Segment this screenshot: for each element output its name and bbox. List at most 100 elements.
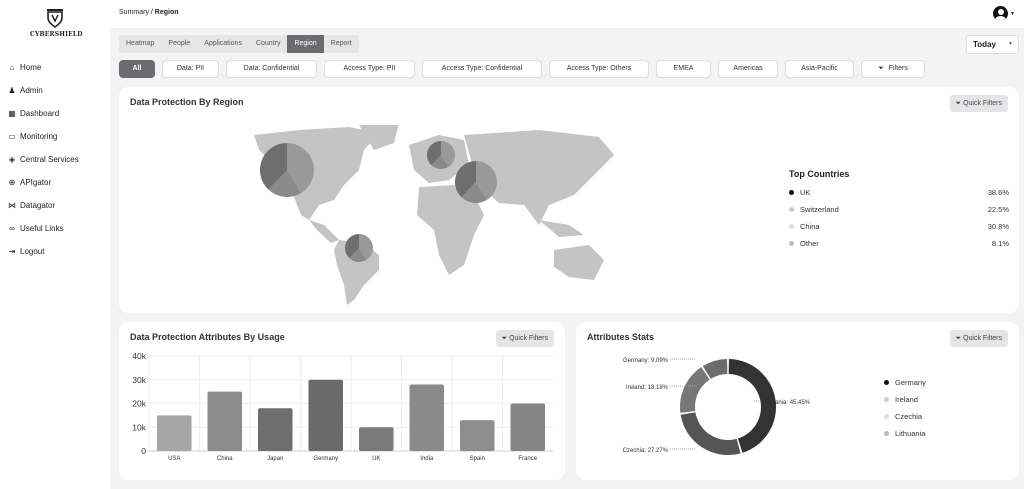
monitor-icon: ▭	[8, 132, 16, 141]
filter-chip[interactable]: ⏷ Filters	[861, 60, 925, 78]
sidebar-item-home[interactable]: ⌂ Home	[7, 56, 79, 79]
sidebar-item-dashboard[interactable]: ▦ Dashboard	[7, 102, 79, 125]
legend-dot	[884, 397, 889, 402]
sidebar: CYBERSHIELD ⌂ Home ♟ Admin ▦ Dashboard ▭ Monito…	[0, 0, 110, 489]
africa	[417, 185, 484, 275]
donut-data-label: Lithuania: 45.45%	[762, 400, 811, 406]
caret-down-icon[interactable]: ▼	[1010, 11, 1015, 17]
logo[interactable]: CYBERSHIELD	[30, 8, 83, 38]
x-tick-label: China	[217, 456, 233, 462]
bar-spain[interactable]	[460, 420, 495, 451]
legend-item[interactable]: Germany	[884, 374, 926, 391]
sidebar-item-apigator[interactable]: ⊕ APIgator	[7, 171, 79, 194]
region-pie-marker[interactable]	[427, 141, 455, 169]
legend-dot	[884, 380, 889, 385]
country-value: 30.8%	[987, 222, 1009, 231]
bar-uk[interactable]	[359, 427, 394, 451]
filter-icon: ⏷	[878, 65, 884, 72]
donut-data-label: Ireland: 18.18%	[626, 385, 669, 391]
pie-slice	[476, 161, 497, 200]
donut-slice-lithuania[interactable]	[728, 359, 776, 453]
southeast-asia	[539, 220, 584, 237]
pie-slice	[441, 141, 455, 167]
filter-chip[interactable]: Data: PII	[162, 60, 219, 78]
avatar[interactable]	[993, 6, 1008, 21]
dashboard-icon: ▦	[8, 109, 16, 118]
donut-legend: Germany Ireland Czechia Lithuania	[884, 374, 926, 442]
link-icon: ∞	[9, 224, 15, 233]
bar-france[interactable]	[510, 403, 546, 452]
sidebar-item-useful-links[interactable]: ∞ Useful Links	[7, 217, 79, 240]
home-icon: ⌂	[9, 63, 15, 72]
sidebar-item-label: APIgator	[20, 178, 52, 187]
bar-china[interactable]	[207, 391, 243, 451]
filter-chip[interactable]: Asia-Pacific	[785, 60, 854, 78]
filter-chip[interactable]: Data: Confidential	[226, 60, 317, 78]
tab-country[interactable]: Country	[255, 40, 281, 47]
filter-chip[interactable]: Americas	[718, 60, 778, 78]
x-tick-label: Germany	[313, 456, 338, 462]
sidebar-item-admin[interactable]: ♟ Admin	[7, 79, 79, 102]
donut-chart: Germany: 9.09% Ireland: 18.18% Czechia: 27…	[623, 358, 811, 455]
filter-chip[interactable]: Access Type: PII	[324, 60, 415, 78]
quick-filters-button[interactable]: ⏷ Quick Filters	[949, 95, 1008, 112]
sidebar-item-label: Admin	[20, 86, 43, 95]
filter-chip[interactable]: Access Type: Others	[549, 60, 649, 78]
stats-card-title: Attributes Stats	[587, 332, 655, 342]
legend-dot	[789, 207, 794, 212]
map-card: Data Protection By Region ⏷ Quick Filter…	[119, 87, 1019, 313]
breadcrumb-parent[interactable]: Summary	[119, 9, 149, 16]
region-pie-marker[interactable]	[455, 161, 497, 203]
sidebar-item-central-services[interactable]: ◈ Central Services	[7, 148, 79, 171]
breadcrumb: Summary / Region	[119, 9, 179, 16]
usage-card: Data Protection Attributes By Usage ⏷ Qu…	[119, 322, 565, 480]
bar-india[interactable]	[409, 384, 445, 452]
country-value: 8.1%	[991, 239, 1009, 248]
top-country-row: Other 8.1%	[789, 235, 1009, 252]
pie-slice	[349, 248, 367, 262]
world-map[interactable]	[239, 125, 639, 315]
quick-filters-label: Quick Filters	[509, 335, 548, 342]
pie-slice	[427, 141, 441, 166]
tab-heatmap[interactable]: Heatmap	[126, 40, 155, 47]
donut-slice-ireland[interactable]	[680, 367, 710, 413]
donut-slice-czechia[interactable]	[680, 412, 741, 455]
tab-applications[interactable]: Applications	[204, 40, 242, 47]
y-tick-label: 40k	[132, 351, 146, 361]
legend-label: Lithuania	[895, 429, 926, 438]
sidebar-item-label: Home	[20, 63, 42, 72]
pie-slice	[359, 234, 373, 260]
legend-label: Czechia	[895, 412, 923, 421]
filter-chip[interactable]: All	[119, 60, 155, 78]
legend-item[interactable]: Ireland	[884, 391, 926, 408]
sidebar-item-datagator[interactable]: ⋈ Datagator	[7, 194, 79, 217]
filter-chip[interactable]: EMEA	[656, 60, 711, 78]
quick-filters-button[interactable]: ⏷ Quick Filters	[949, 330, 1008, 347]
country-name: Switzerland	[800, 205, 839, 214]
quick-filters-button[interactable]: ⏷ Quick Filters	[495, 330, 554, 347]
date-range-select[interactable]: Today ▼	[966, 35, 1019, 54]
pie-slice	[260, 143, 287, 190]
sidebar-nav: ⌂ Home ♟ Admin ▦ Dashboard ▭ Monitoring ◈ Central…	[7, 56, 79, 263]
filter-chip[interactable]: Access Type: Confidential	[422, 60, 542, 78]
sidebar-item-monitoring[interactable]: ▭ Monitoring	[7, 125, 79, 148]
legend-item[interactable]: Czechia	[884, 408, 926, 425]
tab-region[interactable]: Region	[287, 35, 324, 53]
central-america	[309, 220, 339, 243]
region-pie-marker[interactable]	[345, 234, 373, 262]
donut-slice-germany[interactable]	[702, 359, 728, 379]
region-pie-marker[interactable]	[260, 143, 314, 197]
bar-germany[interactable]	[308, 379, 344, 451]
bar-japan[interactable]	[258, 408, 293, 451]
shield-logo-icon	[47, 9, 63, 28]
pie-slice	[268, 170, 301, 197]
legend-item[interactable]: Lithuania	[884, 425, 926, 442]
stack-icon: ◈	[8, 155, 16, 164]
sidebar-item-logout[interactable]: ⇥ Logout	[7, 240, 79, 263]
y-tick-label: 20k	[132, 399, 146, 409]
bar-usa[interactable]	[157, 415, 192, 451]
x-tick-label: USA	[168, 456, 180, 462]
australia	[554, 245, 604, 280]
tab-people[interactable]: People	[168, 40, 191, 47]
tab-report[interactable]: Report	[330, 40, 352, 47]
